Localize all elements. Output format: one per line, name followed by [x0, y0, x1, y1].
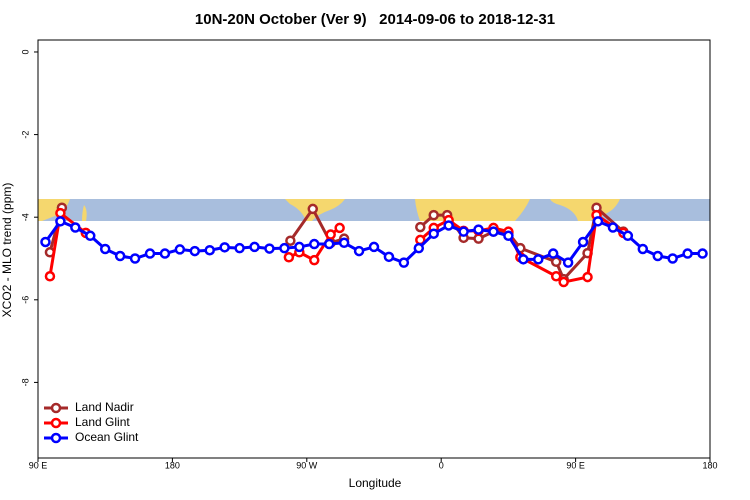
legend-marker — [50, 432, 62, 444]
data-point — [174, 244, 186, 255]
data-point — [592, 216, 604, 227]
data-point — [488, 226, 499, 237]
data-point — [85, 230, 96, 242]
data-point — [55, 216, 66, 227]
data-point — [652, 250, 663, 262]
data-point — [129, 253, 141, 264]
data-point — [443, 220, 454, 231]
data-point — [334, 222, 345, 234]
data-point — [323, 238, 335, 250]
y-tick-label: -6 — [20, 296, 30, 304]
data-point — [204, 244, 215, 256]
y-tick-label: -8 — [20, 378, 30, 386]
data-point — [547, 248, 559, 259]
data-point — [577, 236, 589, 248]
data-point — [99, 243, 111, 255]
data-point — [279, 242, 290, 254]
y-tick-label: -4 — [20, 213, 30, 221]
data-point — [114, 250, 126, 262]
x-tick-label: 180 — [702, 460, 717, 470]
plot-frame — [37, 39, 711, 459]
x-tick-label: 90 E — [566, 460, 585, 470]
data-point — [562, 257, 574, 268]
data-point — [413, 242, 425, 254]
data-point — [607, 222, 619, 233]
data-point — [637, 243, 649, 255]
data-point — [368, 241, 380, 253]
data-point — [55, 207, 66, 219]
legend-label: Land Glint — [75, 415, 130, 429]
x-tick-label: 90 E — [29, 460, 48, 470]
data-point — [398, 257, 410, 268]
data-point — [294, 241, 305, 253]
chart-title: 10N-20N October (Ver 9) 2014-09-06 to 20… — [195, 11, 555, 28]
legend-label: Land Nadir — [75, 400, 134, 414]
map-strip — [38, 199, 710, 221]
data-point — [159, 248, 171, 259]
data-point — [338, 237, 350, 249]
data-point — [518, 254, 529, 265]
data-point — [458, 226, 469, 237]
data-point — [582, 271, 593, 283]
legend-marker — [50, 402, 62, 414]
data-point — [533, 254, 544, 265]
data-point — [415, 221, 426, 233]
data-point — [550, 256, 562, 268]
data-point — [283, 252, 295, 263]
data-point — [550, 271, 562, 282]
x-tick-label: 0 — [439, 460, 444, 470]
data-point — [353, 245, 365, 257]
legend-marker — [50, 417, 62, 429]
x-tick-label: 180 — [165, 460, 180, 470]
legend-label: Ocean Glint — [75, 430, 139, 444]
y-tick-label: 0 — [20, 49, 30, 54]
data-point — [503, 230, 514, 242]
data-point — [622, 230, 634, 242]
data-point — [285, 235, 296, 246]
data-point — [428, 228, 439, 239]
data-point — [44, 271, 56, 282]
data-point — [144, 248, 156, 259]
data-point — [309, 238, 320, 250]
y-tick-label: -2 — [20, 131, 30, 139]
data-point — [219, 242, 230, 253]
data-point — [325, 229, 336, 240]
data-point — [697, 248, 708, 259]
data-point — [473, 224, 484, 235]
data-point — [70, 222, 81, 233]
data-point — [249, 241, 260, 253]
data-point — [682, 248, 693, 259]
data-point — [307, 203, 319, 215]
y-axis-title: XCO2 - MLO trend (ppm) — [0, 183, 14, 318]
data-point — [40, 236, 51, 248]
data-point — [428, 209, 439, 221]
data-point — [189, 245, 201, 257]
series-line — [48, 210, 625, 284]
data-point — [264, 243, 275, 254]
data-point — [234, 242, 245, 254]
x-tick-label: 90 W — [296, 460, 318, 470]
data-point — [383, 251, 395, 263]
data-point — [309, 254, 320, 266]
data-point — [667, 253, 678, 264]
data-point — [558, 276, 569, 288]
x-axis-title: Longitude — [349, 476, 402, 490]
